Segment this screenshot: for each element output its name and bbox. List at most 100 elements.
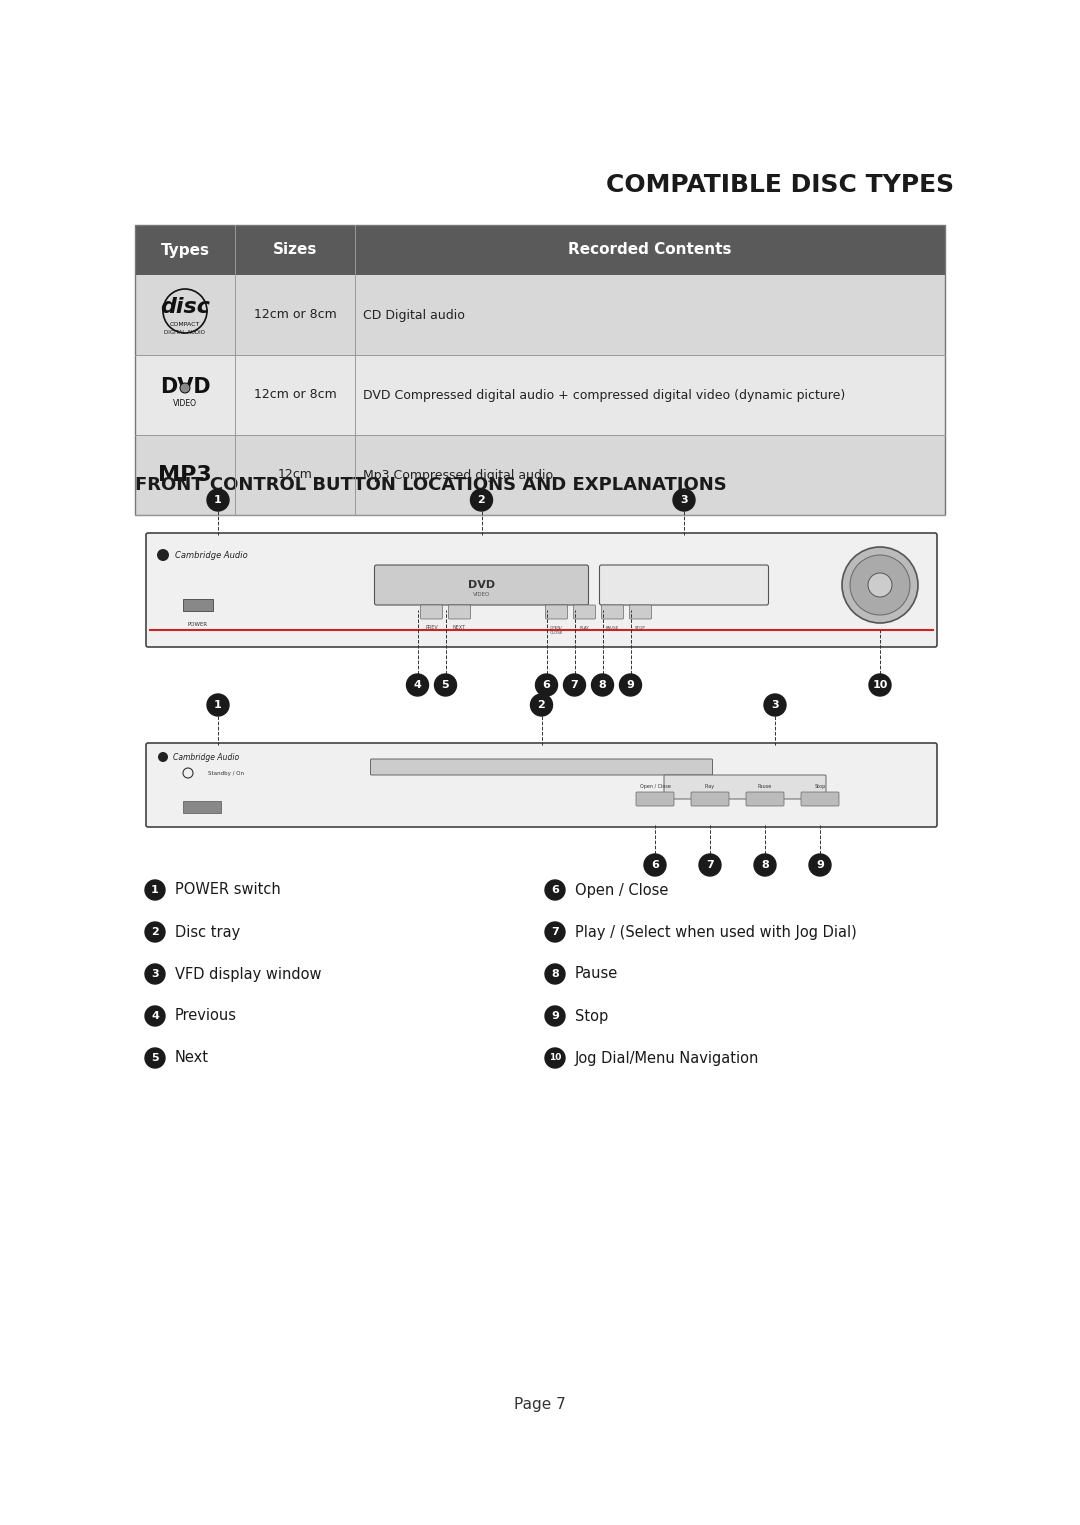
Text: 9: 9 [626,680,634,689]
Text: VFD display window: VFD display window [175,967,322,982]
Text: 10: 10 [549,1054,562,1063]
Circle shape [406,674,429,695]
Circle shape [207,694,229,717]
Text: 12cm or 8cm: 12cm or 8cm [254,308,336,322]
Text: 2: 2 [151,927,159,936]
Text: Cambridge Audio: Cambridge Audio [175,551,247,560]
Circle shape [207,490,229,511]
Circle shape [842,547,918,624]
Text: Types: Types [161,242,210,258]
Text: Recorded Contents: Recorded Contents [568,242,732,258]
FancyBboxPatch shape [691,791,729,807]
FancyBboxPatch shape [630,605,651,619]
Text: DVD: DVD [160,377,211,396]
Text: 3: 3 [771,700,779,711]
Text: POWER switch: POWER switch [175,883,281,898]
Bar [135,435,945,515]
Circle shape [180,383,190,393]
Text: 7: 7 [570,680,579,689]
Text: 2: 2 [477,496,485,505]
Circle shape [545,964,565,984]
FancyBboxPatch shape [146,743,937,827]
Text: Previous: Previous [175,1008,237,1023]
Text: 7: 7 [706,860,714,869]
Text: disc: disc [160,297,210,317]
Text: CD Digital audio: CD Digital audio [363,308,464,322]
Text: Mp3 Compressed digital audio: Mp3 Compressed digital audio [363,468,553,482]
Text: 5: 5 [442,680,449,689]
FancyBboxPatch shape [636,791,674,807]
Circle shape [869,674,891,695]
Bar [135,355,945,435]
Text: 1: 1 [151,884,159,895]
Text: DVD: DVD [468,580,495,590]
Text: 6: 6 [542,680,551,689]
Bar [135,226,945,274]
Circle shape [673,490,696,511]
FancyBboxPatch shape [801,791,839,807]
FancyBboxPatch shape [146,534,937,647]
Circle shape [145,923,165,942]
FancyBboxPatch shape [746,791,784,807]
Text: 7: 7 [551,927,558,936]
Circle shape [545,1048,565,1068]
Circle shape [564,674,585,695]
FancyBboxPatch shape [545,605,567,619]
Circle shape [850,555,910,615]
Text: PREV: PREV [426,625,437,630]
Circle shape [644,854,666,875]
Text: Pause: Pause [575,967,618,982]
Circle shape [158,752,168,762]
Bar [183,801,221,813]
FancyBboxPatch shape [370,759,713,775]
Text: OPEN/
CLOSE: OPEN/ CLOSE [550,625,564,634]
Text: STOP: STOP [635,625,646,630]
Circle shape [145,1048,165,1068]
Text: 12cm: 12cm [278,468,312,482]
Text: 2: 2 [538,700,545,711]
FancyBboxPatch shape [420,605,443,619]
Circle shape [620,674,642,695]
Text: 4: 4 [414,680,421,689]
Text: PLAY: PLAY [580,625,590,630]
Text: 4: 4 [151,1011,159,1022]
Text: 5: 5 [151,1052,159,1063]
Text: Standby / On: Standby / On [208,770,244,776]
Text: NEXT: NEXT [453,625,467,630]
Text: 1: 1 [214,496,221,505]
FancyBboxPatch shape [664,775,826,799]
Circle shape [471,490,492,511]
FancyBboxPatch shape [599,564,769,605]
FancyBboxPatch shape [448,605,471,619]
Text: Cambridge Audio: Cambridge Audio [173,752,239,761]
Text: Stop: Stop [575,1008,608,1023]
Text: Play / (Select when used with Jog Dial): Play / (Select when used with Jog Dial) [575,924,856,939]
Circle shape [145,964,165,984]
Bar [135,226,945,515]
Text: DVD Compressed digital audio + compressed digital video (dynamic picture): DVD Compressed digital audio + compresse… [363,389,846,401]
Text: 12cm or 8cm: 12cm or 8cm [254,389,336,401]
Text: Play: Play [705,784,715,788]
Circle shape [809,854,831,875]
Text: Disc tray: Disc tray [175,924,240,939]
Text: DIGITAL AUDIO: DIGITAL AUDIO [164,331,205,336]
Text: VIDEO: VIDEO [173,398,197,407]
Circle shape [145,880,165,900]
Text: 6: 6 [651,860,659,869]
Text: Page 7: Page 7 [514,1397,566,1412]
Bar [135,274,945,355]
Text: Jog Dial/Menu Navigation: Jog Dial/Menu Navigation [575,1051,759,1066]
Text: MP3: MP3 [158,465,212,485]
Text: Next: Next [175,1051,210,1066]
Text: 3: 3 [680,496,688,505]
Circle shape [868,573,892,596]
FancyBboxPatch shape [573,605,595,619]
FancyBboxPatch shape [602,605,623,619]
Text: COMPATIBLE DISC TYPES: COMPATIBLE DISC TYPES [606,172,954,197]
Circle shape [530,694,553,717]
Circle shape [592,674,613,695]
Text: 3: 3 [151,968,159,979]
Circle shape [699,854,721,875]
Circle shape [754,854,777,875]
Text: POWER: POWER [188,622,208,627]
